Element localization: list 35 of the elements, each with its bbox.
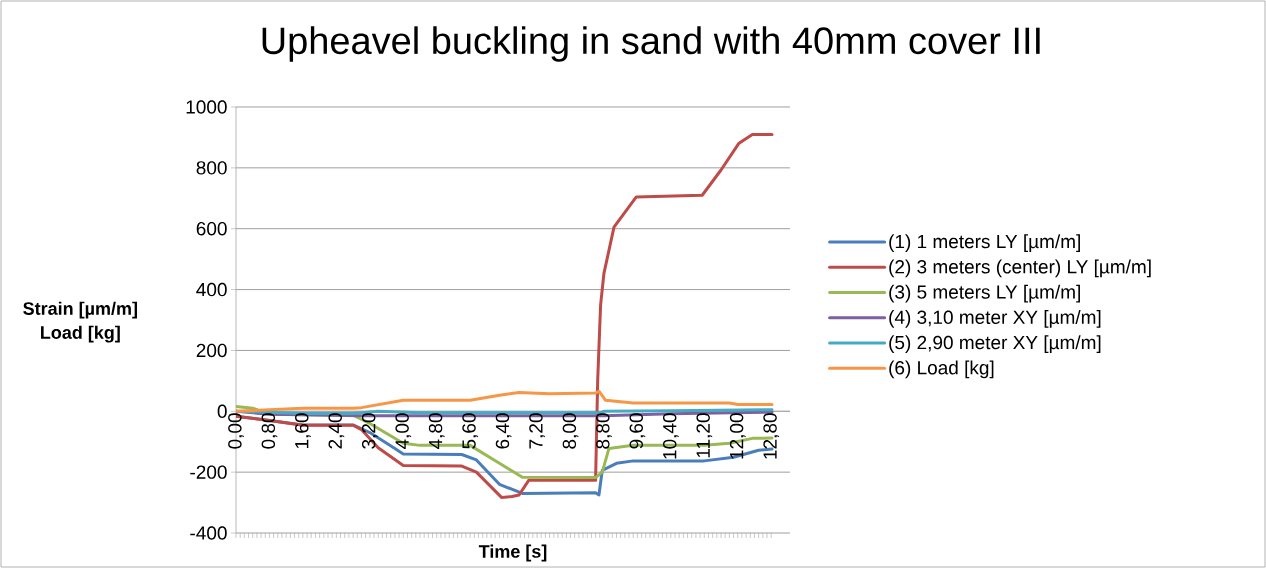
x-tick-label: 9,60: [629, 413, 646, 449]
x-tick-label: 12,80: [763, 413, 780, 459]
legend-label: (6) Load [kg]: [889, 360, 994, 379]
y-tick-label: 400: [196, 282, 227, 297]
legend-label: (4) 3,10 meter XY [µm/m]: [889, 310, 1101, 328]
x-tick-label: 8,00: [562, 413, 579, 449]
x-tick-label: 0,00: [228, 413, 244, 449]
x-tick-label: 1,60: [295, 413, 311, 449]
x-tick-label: 2,40: [328, 413, 345, 449]
x-tick-label: 3,20: [361, 413, 378, 449]
y-tick-label: -200: [190, 465, 227, 479]
x-tick-label: 4,80: [428, 413, 445, 450]
x-tick-label: 4,00: [395, 413, 412, 450]
y-tick-label: 1000: [186, 100, 227, 114]
line-series: [236, 389, 774, 413]
y-tick-label: 600: [196, 221, 227, 236]
legend-label: (1) 1 meters LY [µm/m]: [889, 234, 1080, 252]
legend-label: (3) 5 meters LY [µm/m]: [889, 284, 1080, 303]
y-tick-label: 200: [196, 343, 227, 358]
x-tick-label: 6,40: [495, 413, 512, 449]
y-axis-title: Strain [µm/m] Load [kg]: [23, 301, 137, 343]
chart-title: Upheavel buckling in sand with 40mm cover III: [262, 26, 1040, 62]
x-tick-label: 12,00: [729, 413, 746, 459]
x-axis-title: Time [s]: [478, 544, 547, 562]
legend-label: (2) 3 meters (center) LY [µm/m]: [889, 259, 1151, 278]
y-tick-label: 0: [217, 404, 227, 419]
legend-label: (5) 2,90 meter XY [µm/m]: [889, 335, 1101, 353]
x-tick-label: 8,80: [596, 413, 612, 449]
x-tick-label: 7,20: [529, 413, 545, 449]
x-tick-label: 5,60: [462, 413, 478, 449]
x-tick-label: 11,20: [696, 413, 713, 458]
y-tick-label: 800: [196, 161, 227, 175]
y-tick-label: -400: [190, 526, 227, 540]
x-tick-label: 10,40: [663, 413, 679, 459]
x-tick-label: 0,80: [261, 413, 278, 449]
